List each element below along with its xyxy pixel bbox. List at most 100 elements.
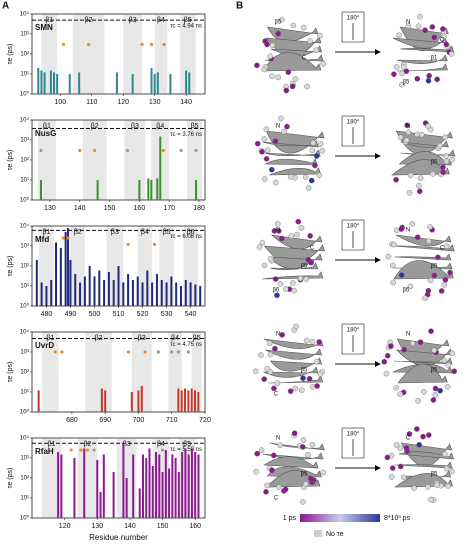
residue-sphere [431,34,438,41]
bar [74,273,77,306]
residue-sphere [403,137,410,144]
residue-sphere [431,347,437,354]
bar [150,180,153,200]
marker-point [194,148,198,153]
residue-sphere [279,235,285,242]
region-label: β3 [131,123,139,130]
beta-strand [268,253,323,270]
secondary-structure-region [179,14,196,94]
residue-sphere [403,445,410,451]
structure-label: C [302,56,307,62]
residue-sphere [448,51,455,57]
residue-sphere [397,391,403,397]
residue-sphere [440,164,446,171]
residue-sphere [440,169,446,175]
residue-sphere [425,77,432,84]
residue-sphere [252,368,259,375]
bar [179,286,182,306]
structure-label: β5 [301,368,308,374]
y-tick-label: 10² [20,52,29,58]
residue-sphere [291,287,297,294]
y-tick-label: 10² [20,370,29,376]
residue-sphere [406,190,413,196]
bar [107,272,110,306]
bar [88,266,91,306]
marker-point [179,148,183,153]
residue-sphere [279,332,285,338]
marker-point [162,42,166,47]
protein-structure [391,13,455,88]
x-tick-label: 520 [137,311,149,318]
residue-sphere [406,431,413,437]
beta-strand [400,45,455,53]
residue-sphere [414,75,421,82]
y-tick-label: 10¹ [20,178,29,184]
residue-sphere [287,388,294,394]
residue-sphere [277,442,283,449]
protein-structure [391,120,456,196]
secondary-structure-region [123,14,143,94]
y-tick-label: 10³ [20,244,29,250]
bar [187,454,190,518]
bar [194,284,197,306]
residue-sphere [271,385,277,392]
bar [181,451,184,518]
bar [137,390,140,412]
residue-sphere [422,27,428,34]
beta-strand [269,167,322,176]
residue-sphere [397,463,404,470]
residue-sphere [442,134,449,141]
bar [35,259,38,306]
residue-sphere [272,179,279,186]
residue-sphere [416,441,422,448]
residue-sphere [431,272,438,279]
residue-sphere [388,343,394,349]
residue-sphere [309,441,316,448]
marker-point [149,42,154,47]
bar [169,74,172,94]
region-label: β1 [43,123,51,130]
x-tick-label: 480 [41,311,53,318]
bar [138,180,141,200]
residue-sphere [443,465,450,472]
residue-sphere [259,239,266,246]
structure-label: β5 [275,20,282,26]
structure-label: C [274,496,279,502]
x-tick-label: 510 [113,311,125,318]
residue-sphere [443,41,450,48]
residue-sphere [278,115,284,122]
y-axis-label: τe (ps) [7,362,14,383]
protein-name: Mfd [35,235,49,244]
residue-sphere [316,172,322,179]
residue-sphere [396,32,402,39]
secondary-structure-region [154,14,168,94]
arrow-head [375,153,381,159]
residue-sphere [314,383,320,389]
bar [79,282,82,306]
bar [102,454,105,518]
residue-sphere [391,71,397,77]
bar [99,491,102,518]
residue-sphere [258,352,264,358]
bar [132,454,135,518]
residue-sphere [307,38,313,44]
residue-sphere [425,123,431,129]
residue-sphere [393,227,400,234]
bar [50,279,53,306]
bar [189,282,192,306]
secondary-structure-region [137,226,153,306]
bar [127,273,130,306]
region-label: β4 [141,229,149,236]
residue-sphere [437,387,443,394]
x-tick-label: 130 [44,205,56,212]
marker-point [161,148,165,153]
secondary-structure-region [124,120,146,200]
residue-sphere [426,432,432,438]
y-tick-label: 10⁴ [20,117,30,124]
bar [159,136,162,200]
y-tick-label: 10¹ [20,390,29,396]
residue-sphere [393,176,399,183]
bar [130,392,133,412]
secondary-structure-region [77,438,98,518]
protein-structure [384,426,455,503]
